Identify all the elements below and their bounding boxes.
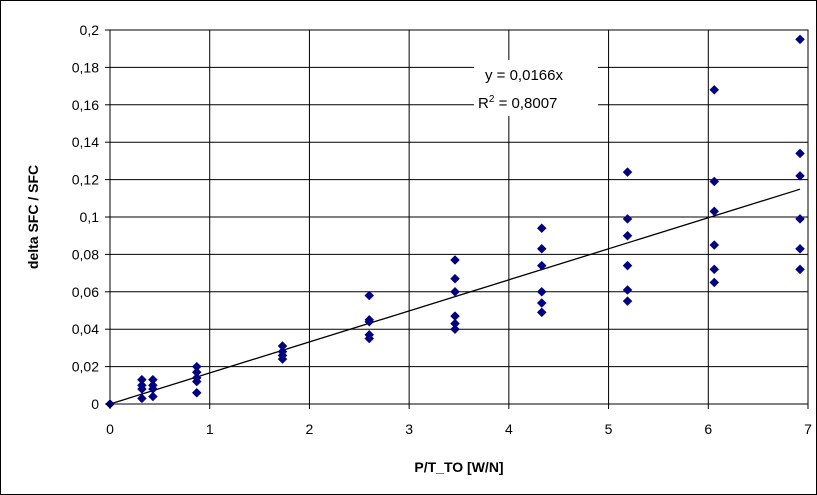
data-point	[795, 264, 805, 275]
data-point	[137, 374, 147, 385]
y-tick-label: 0,2	[80, 22, 100, 38]
data-points	[105, 34, 805, 409]
data-point	[709, 277, 720, 288]
y-axis-ticks: 0 0,02 0,04 0,06 0,08 0,1 0,12 0,14 0,16 0,18 0,2	[72, 22, 110, 412]
x-tick-label: 5	[605, 421, 613, 437]
data-point	[191, 361, 202, 372]
trendline-r-squared: R2 = 0,8007	[478, 94, 557, 112]
data-point	[148, 374, 158, 385]
data-point	[709, 206, 720, 217]
x-tick-label: 2	[306, 421, 314, 437]
y-tick-label: 0,14	[72, 134, 99, 150]
y-tick-label: 0,08	[72, 246, 99, 262]
y-tick-label: 0,1	[80, 209, 100, 225]
y-tick-label: 0,16	[72, 97, 99, 113]
x-tick-label: 1	[206, 421, 214, 437]
data-point	[795, 171, 805, 181]
x-tick-label: 0	[106, 421, 114, 437]
data-point	[137, 380, 147, 391]
data-point	[536, 307, 547, 318]
data-point	[536, 223, 547, 234]
x-tick-label: 6	[704, 421, 712, 437]
data-point	[709, 240, 720, 250]
trendline-equation-label: y = 0,0166x R2 = 0,8007	[474, 60, 598, 116]
data-point	[137, 393, 147, 404]
data-point	[450, 286, 460, 297]
data-point	[622, 296, 633, 307]
data-point	[148, 391, 158, 402]
data-point	[622, 167, 633, 177]
data-point	[536, 243, 547, 254]
data-point	[709, 264, 720, 275]
data-point	[450, 273, 460, 284]
data-point	[536, 260, 547, 271]
data-point	[709, 84, 720, 95]
data-point	[450, 324, 460, 335]
data-point	[450, 318, 460, 329]
trendline-equation: y = 0,0166x	[485, 67, 563, 84]
data-point	[622, 230, 633, 241]
data-point	[191, 367, 202, 378]
grid-lines	[109, 29, 809, 405]
data-point	[450, 255, 460, 265]
y-tick-label: 0	[91, 396, 99, 412]
data-point	[622, 260, 633, 271]
x-axis-title: P/T_TO [W/N]	[414, 459, 503, 475]
data-point	[536, 298, 547, 308]
x-tick-label: 3	[405, 421, 413, 437]
data-point	[191, 387, 202, 398]
y-tick-label: 0,02	[72, 359, 99, 375]
x-tick-label: 4	[505, 421, 513, 437]
data-point	[364, 329, 375, 340]
data-point	[795, 148, 805, 159]
y-tick-label: 0,12	[72, 172, 99, 188]
y-tick-label: 0,06	[72, 284, 99, 300]
x-axis-ticks: 0 1 2 3 4 5 6 7	[106, 404, 812, 437]
y-axis-title: delta SFC / SFC	[25, 165, 41, 269]
x-tick-label: 7	[804, 421, 812, 437]
data-point	[709, 176, 720, 187]
data-point	[277, 341, 288, 351]
data-point	[364, 314, 375, 325]
data-point	[795, 243, 805, 254]
y-tick-label: 0,04	[72, 321, 99, 337]
data-point	[277, 346, 288, 357]
data-point	[191, 372, 202, 383]
data-point	[148, 380, 158, 391]
data-point	[536, 286, 547, 297]
data-point	[364, 290, 375, 301]
data-point	[622, 214, 633, 224]
data-point	[622, 285, 633, 295]
data-point	[795, 34, 805, 45]
y-tick-label: 0,18	[72, 59, 99, 75]
data-point	[450, 311, 460, 321]
data-point	[795, 214, 805, 224]
